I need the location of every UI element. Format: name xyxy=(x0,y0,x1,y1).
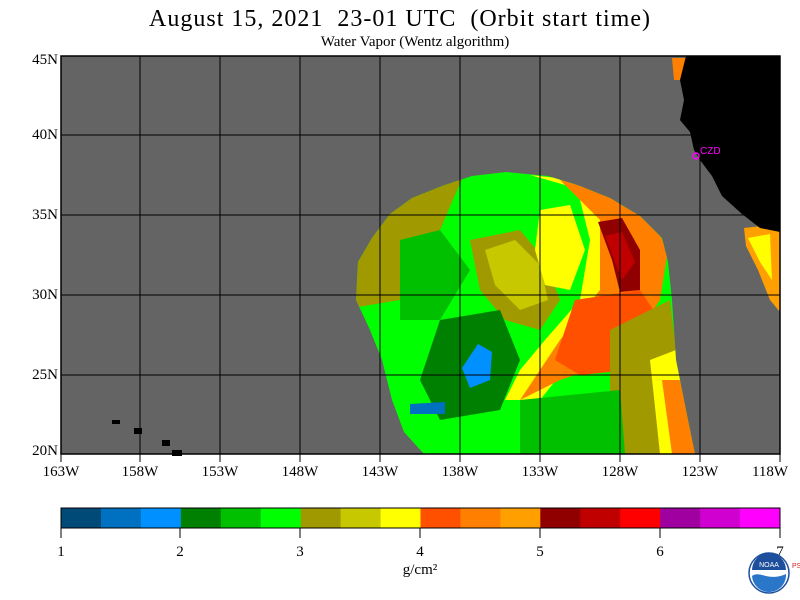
lon-label-133w: 133W xyxy=(521,464,559,480)
colorbar-segment xyxy=(300,508,342,528)
station-marker xyxy=(692,152,700,160)
colorbar-label-7: 7 xyxy=(776,544,784,560)
lat-label-45n: 45N xyxy=(32,52,58,68)
lon-label-123w: 123W xyxy=(681,464,719,480)
axis-ticks xyxy=(60,454,781,462)
lon-label-118w: 118W xyxy=(751,464,789,480)
satellite-swath xyxy=(356,172,695,454)
map-frame xyxy=(60,55,781,455)
land-north-america xyxy=(680,56,780,232)
yellowgreen-region xyxy=(485,240,548,310)
colorbar-label-6: 6 xyxy=(656,544,664,560)
colorbar-segment xyxy=(500,508,541,528)
colorbar-segment xyxy=(420,508,461,528)
colorbar-segment xyxy=(260,508,302,528)
lat-label-35n: 35N xyxy=(32,207,58,223)
lon-label-153w: 153W xyxy=(201,464,239,480)
colorbar-segment xyxy=(740,508,781,528)
colorbar-segment xyxy=(620,508,661,528)
colorbar-segment xyxy=(220,508,262,528)
noaa-logo-text: NOAA xyxy=(759,562,779,569)
blue-region xyxy=(462,344,492,388)
colorbar-label-5: 5 xyxy=(536,544,544,560)
yellow-core xyxy=(535,205,585,290)
colorbar-segment xyxy=(140,508,182,528)
lon-label-143w: 143W xyxy=(361,464,399,480)
colorbar-segment xyxy=(540,508,581,528)
colorbar-label-3: 3 xyxy=(296,544,304,560)
colorbar-label-2: 2 xyxy=(176,544,184,560)
coastal-swath-yellow xyxy=(748,234,772,280)
lat-label-20n: 20N xyxy=(32,443,58,459)
map-title: August 15, 2021 23-01 UTC (Orbit start t… xyxy=(149,6,651,32)
lon-label-138w: 138W xyxy=(441,464,479,480)
mid-green-region xyxy=(400,230,470,320)
lon-label-148w: 148W xyxy=(281,464,319,480)
colorbar-segment xyxy=(460,508,501,528)
colorbar-segment xyxy=(580,508,621,528)
colorbar-segment xyxy=(180,508,222,528)
lat-label-30n: 30N xyxy=(32,287,58,303)
psl-logo-text: PSL xyxy=(792,563,800,570)
lower-green-region xyxy=(520,390,625,454)
colorbar-ticks xyxy=(60,528,781,538)
colorbar-segment xyxy=(380,508,421,528)
colorbar-segment xyxy=(100,508,142,528)
colorbar-segment xyxy=(700,508,741,528)
colorbar-segment xyxy=(660,508,701,528)
colorbar-unit-label: g/cm² xyxy=(402,562,438,578)
noaa-logo: NOAA xyxy=(748,552,790,594)
lat-label-40n: 40N xyxy=(32,127,58,143)
station-label: CZD xyxy=(700,146,721,157)
colorbar-label-4: 4 xyxy=(416,544,424,560)
map-subtitle: Water Vapor (Wentz algorithm) xyxy=(320,34,510,50)
colorbar-label-1: 1 xyxy=(57,544,65,560)
colorbar xyxy=(61,508,781,528)
hawaiian-islands xyxy=(112,420,182,456)
colorbar-segment xyxy=(61,508,102,528)
lon-label-163w: 163W xyxy=(42,464,80,480)
lat-label-25n: 25N xyxy=(32,367,58,383)
blue-patch xyxy=(410,402,445,414)
colorbar-segment xyxy=(340,508,382,528)
lon-label-158w: 158W xyxy=(121,464,159,480)
lon-label-128w: 128W xyxy=(601,464,639,480)
lat-lon-grid xyxy=(61,56,780,454)
